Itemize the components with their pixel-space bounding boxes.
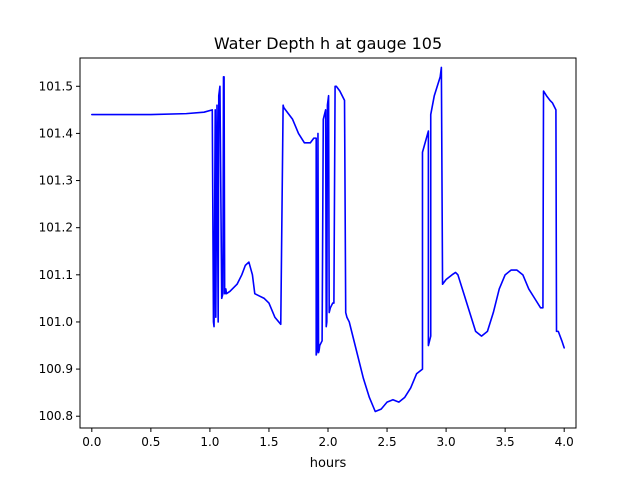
x-tick-label: 3.5 — [496, 435, 515, 449]
y-tick-label: 100.9 — [39, 362, 73, 376]
y-tick-label: 101.5 — [39, 79, 73, 93]
x-tick-label: 0.5 — [141, 435, 160, 449]
x-tick-label: 1.5 — [259, 435, 278, 449]
y-tick-label: 100.8 — [39, 409, 73, 423]
y-tick-label: 101.0 — [39, 315, 73, 329]
y-tick-label: 101.1 — [39, 268, 73, 282]
x-tick-label: 1.0 — [200, 435, 219, 449]
series-layer — [91, 66, 565, 413]
axis-ticks: 0.0 0.5 1.0 1.5 2.0 2.5 3.0 3.5 4.0 100.8 100.9 101… — [39, 79, 574, 449]
plot-area-frame — [79, 57, 577, 429]
x-tick-label: 3.0 — [437, 435, 456, 449]
x-tick-label: 4.0 — [555, 435, 574, 449]
y-tick-label: 101.2 — [39, 221, 73, 235]
y-tick-label: 101.3 — [39, 174, 73, 188]
x-axis-label: hours — [310, 456, 347, 471]
x-tick-label: 0.0 — [82, 435, 101, 449]
x-tick-label: 2.0 — [318, 435, 337, 449]
y-tick-label: 101.4 — [39, 126, 73, 140]
chart-title: Water Depth h at gauge 105 — [214, 34, 442, 53]
x-tick-label: 2.5 — [378, 435, 397, 449]
series-line-0 — [91, 66, 565, 413]
